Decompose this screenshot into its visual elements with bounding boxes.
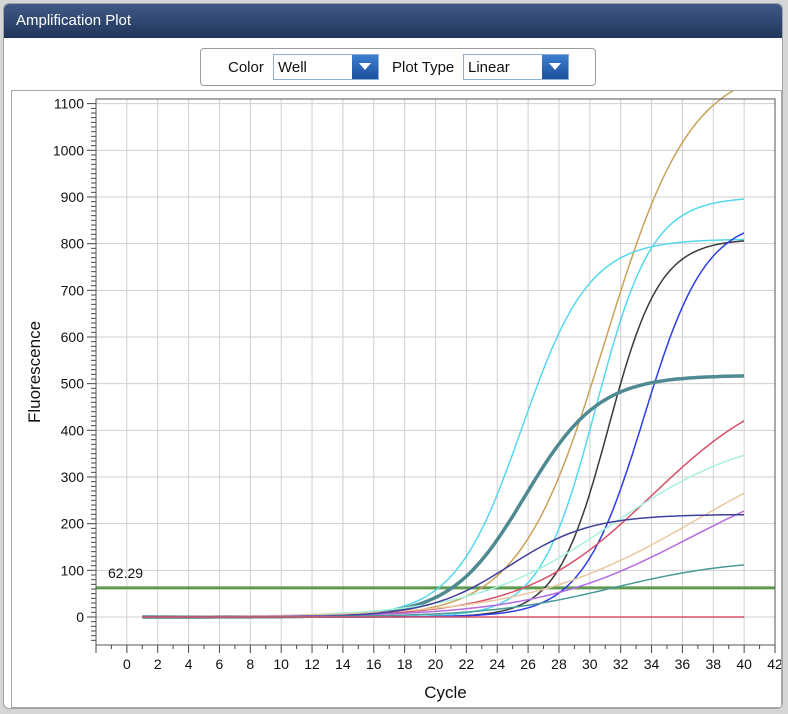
color-select-value: Well [278,59,307,76]
x-tick-label: 36 [675,656,691,672]
plot-type-select-value: Linear [468,59,510,76]
x-tick-label: 16 [366,656,382,672]
y-axis-title: Fluorescence [25,321,44,423]
x-axis-title: Cycle [424,683,467,702]
color-label: Color [228,59,264,76]
x-tick-label: 14 [335,656,351,672]
x-tick-label: 34 [644,656,660,672]
y-tick-label: 1000 [53,142,84,158]
x-tick-label: 12 [304,656,320,672]
x-tick-label: 40 [736,656,752,672]
axis-ticks [87,103,776,653]
y-tick-label: 400 [61,422,85,438]
x-tick-label: 26 [520,656,536,672]
x-tick-label: 10 [273,656,289,672]
x-tick-label: 30 [582,656,598,672]
y-tick-label: 300 [61,469,85,485]
y-tick-label: 100 [61,562,85,578]
y-tick-label: 600 [61,329,85,345]
x-tick-label: 6 [216,656,224,672]
plot-type-dropdown-button[interactable] [542,55,568,79]
y-tick-label: 700 [61,282,85,298]
series-line-10 [142,510,745,618]
threshold-value-label: 62.29 [108,565,143,581]
x-tick-label: 18 [397,656,413,672]
chevron-down-icon [549,63,561,70]
series-line-4 [142,240,745,618]
y-tick-label: 1100 [54,96,84,112]
chevron-down-icon [359,63,371,70]
x-tick-label: 42 [767,656,781,672]
x-tick-label: 2 [154,656,162,672]
plot-type-label: Plot Type [392,59,455,76]
plot-area: 0 100 200 300 400 500 600 700 800 900 1000 1100 0 2 4 6… [11,90,782,708]
amplification-plot-panel: Amplification Plot Color Well Plot Type … [3,3,783,709]
x-tick-label: 20 [428,656,444,672]
x-tick-label: 32 [613,656,629,672]
x-tick-label: 28 [551,656,567,672]
x-tick-label: 24 [489,656,505,672]
threshold-group: 62.29 [96,565,775,590]
y-tick-label: 0 [76,609,84,625]
y-tick-label: 500 [61,376,85,392]
x-tick-label: 38 [705,656,721,672]
plot-frame [95,98,776,646]
y-tick-label: 800 [61,236,85,252]
x-tick-label: 22 [459,656,475,672]
grid-lines [95,99,776,645]
series-line-9 [142,492,745,618]
series-line-12 [142,564,745,618]
plot-controls: Color Well Plot Type Linear [200,48,596,86]
series-lines [142,91,745,619]
x-tick-label: 8 [246,656,254,672]
panel-title: Amplification Plot [4,4,782,38]
series-line-3 [142,238,745,618]
x-tick-label: 4 [185,656,193,672]
x-tick-label: 0 [123,656,131,672]
y-tick-label: 900 [61,189,85,205]
y-tick-label: 200 [61,516,85,532]
series-line-1 [142,91,735,618]
plot-type-select[interactable]: Linear [463,54,569,80]
color-dropdown-button[interactable] [352,55,378,79]
color-select[interactable]: Well [273,54,379,80]
series-line-2 [142,198,745,618]
